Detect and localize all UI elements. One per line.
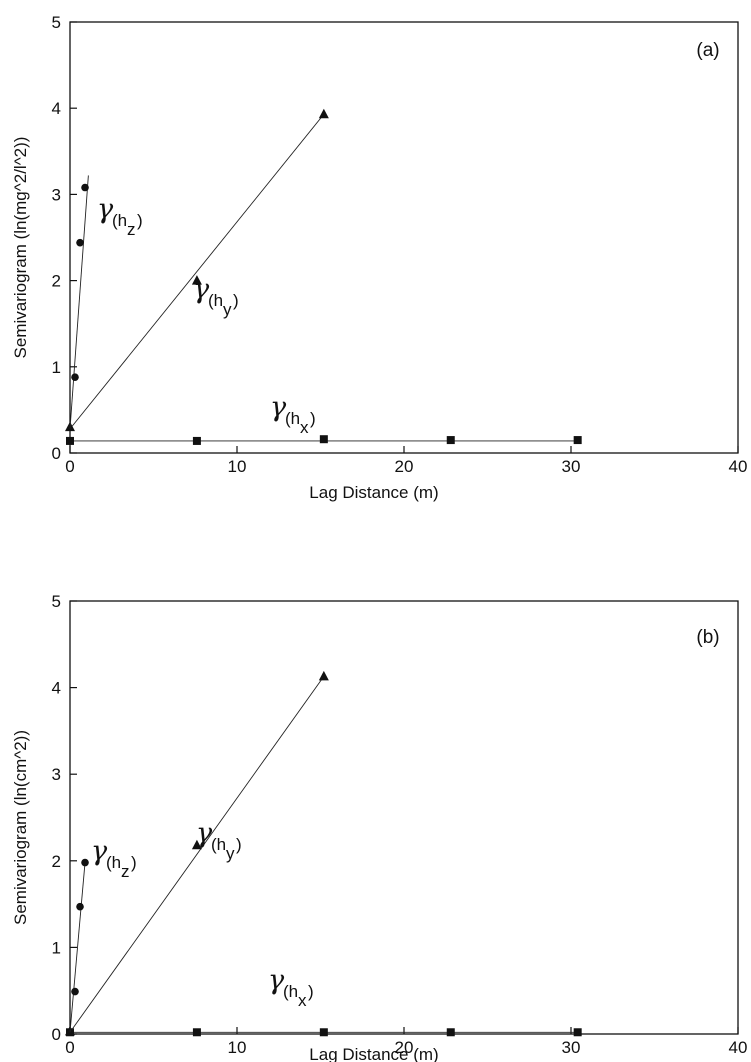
series-label-gamma-hy: γ(h y): [193, 274, 239, 319]
data-point-square: [446, 436, 455, 445]
y-tick-label: 5: [52, 13, 61, 32]
y-tick-label: 2: [52, 852, 61, 871]
x-tick-label: 30: [562, 1038, 581, 1057]
data-point-circle: [71, 987, 79, 996]
x-tick-label: 10: [228, 1038, 247, 1057]
data-point-circle: [81, 183, 89, 192]
series-label-close: ): [131, 853, 137, 872]
data-point-square: [319, 435, 328, 444]
series-label-close: ): [236, 835, 242, 854]
series-label-subscript: z: [121, 862, 130, 881]
series-label-open: (h: [285, 409, 300, 428]
data-point-square: [66, 436, 74, 445]
series-label-open: (h: [283, 982, 298, 1001]
x-tick-label: 20: [395, 457, 414, 476]
plot-frame: [69, 600, 739, 1035]
data-point-circle: [81, 858, 89, 867]
data-point-square: [319, 1028, 328, 1037]
y-tick-label: 3: [52, 765, 61, 784]
y-tick-label: 2: [52, 272, 61, 291]
x-tick-label: 40: [729, 457, 748, 476]
gamma-symbol: γ: [97, 194, 114, 225]
series-label-close: ): [308, 982, 314, 1001]
y-tick-label: 4: [52, 679, 61, 698]
y-tick-label: 4: [52, 99, 61, 118]
series-label-gamma-hx: γ(h x): [270, 392, 316, 437]
fit-line-y: [69, 676, 325, 1033]
series-label-open: (h: [208, 291, 223, 310]
panel-a: 0 10 20 30 40 0 1 2 3 4 5 Lag Distance (m) Semivario…: [11, 13, 747, 502]
gamma-symbol: γ: [268, 965, 285, 996]
data-point-triangle: [191, 275, 202, 285]
data-point-circle: [76, 902, 84, 911]
plot-frame: [69, 21, 739, 454]
x-tick-label: 0: [65, 1038, 74, 1057]
series-label-open: (h: [106, 853, 121, 872]
panel-b: 0 10 20 30 40 0 1 2 3 4 5 Lag Distance (m) Semivario…: [11, 592, 747, 1062]
data-point-square: [192, 436, 201, 445]
series-label-gamma-hz: γ(h z): [91, 836, 137, 881]
panel-label: (a): [696, 40, 719, 61]
x-tick-label: 20: [395, 1038, 414, 1057]
series-label-subscript: x: [298, 991, 307, 1010]
y-tick-label: 3: [52, 185, 61, 204]
data-point-triangle: [191, 839, 202, 850]
series-label-gamma-hz: γ(h z): [97, 194, 143, 239]
series-label-gamma-hx: γ(h x): [268, 965, 314, 1010]
x-axis-label: Lag Distance (m): [309, 483, 438, 502]
y-axis-label: Semivariogram (ln(mg^2/l^2)): [11, 137, 30, 359]
y-tick-label: 0: [52, 1025, 61, 1044]
series-label-open: (h: [211, 835, 226, 854]
data-point-triangle: [318, 108, 329, 119]
x-tick-label: 0: [65, 457, 74, 476]
y-tick-label: 1: [52, 358, 61, 377]
series-label-close: ): [137, 211, 143, 230]
panel-label: (b): [696, 627, 719, 648]
series-label-gamma-hy: γ(h y): [196, 818, 242, 863]
y-tick-label: 0: [52, 444, 61, 463]
data-point-circle: [76, 238, 84, 247]
x-tick-label: 40: [729, 1038, 748, 1057]
x-axis-label: Lag Distance (m): [309, 1045, 438, 1062]
y-tick-label: 5: [52, 592, 61, 611]
data-point-square: [446, 1028, 455, 1037]
series-label-open: (h: [112, 211, 127, 230]
series-label-subscript: z: [127, 220, 136, 239]
data-point-square: [192, 1028, 201, 1037]
fit-line-y: [69, 113, 325, 430]
x-tick-label: 10: [228, 457, 247, 476]
data-point-triangle: [318, 670, 329, 681]
x-tick-label: 30: [562, 457, 581, 476]
series-label-subscript: y: [226, 844, 235, 863]
gamma-symbol: γ: [193, 274, 210, 305]
fit-line-z: [69, 862, 86, 1033]
data-point-square: [573, 1028, 582, 1037]
y-axis-label: Semivariogram (ln(cm^2)): [11, 730, 30, 925]
series-label-subscript: y: [223, 300, 232, 319]
series-label-close: ): [310, 409, 316, 428]
series-label-subscript: x: [300, 418, 309, 437]
y-tick-label: 1: [52, 938, 61, 957]
data-point-circle: [71, 373, 79, 381]
gamma-symbol: γ: [270, 392, 287, 423]
data-point-square: [573, 436, 582, 445]
fit-line-z: [69, 175, 89, 429]
series-label-close: ): [233, 291, 239, 310]
gamma-symbol: γ: [196, 818, 213, 849]
gamma-symbol: γ: [91, 836, 108, 867]
